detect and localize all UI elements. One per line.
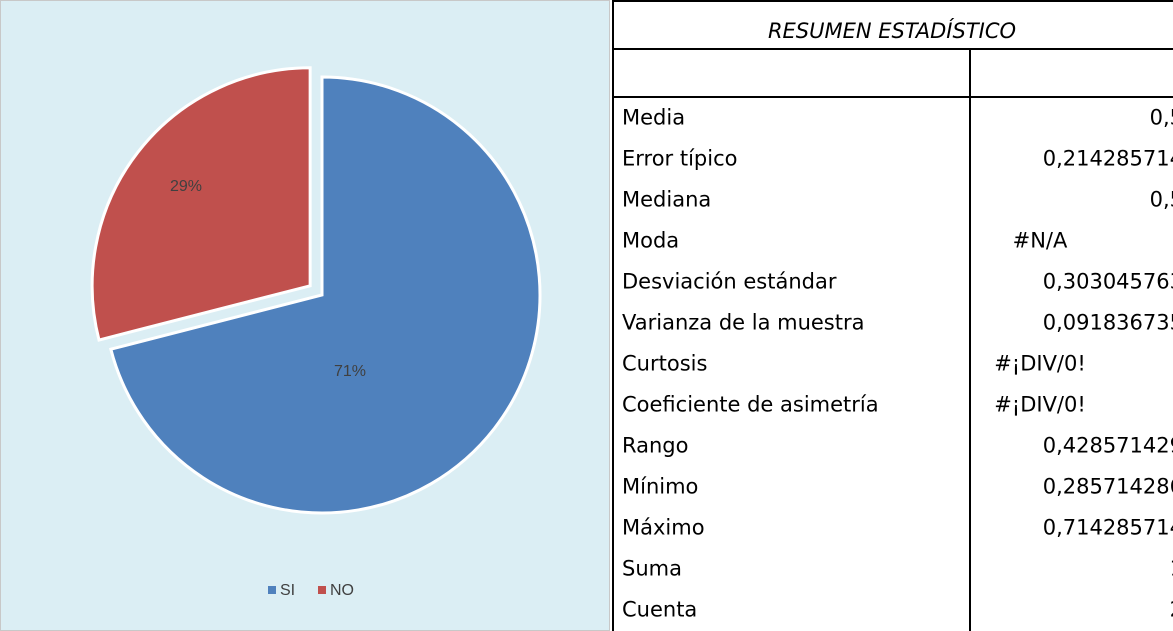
pie-slice [109, 75, 542, 515]
row-value: 1 [1170, 557, 1173, 581]
row-label: Suma [622, 557, 682, 581]
row-label: Moda [622, 229, 679, 253]
row-label: Rango [622, 434, 689, 458]
row-value: 0,091836735 [1043, 311, 1173, 335]
pie-chart: 71% 29% SI NO [90, 66, 542, 599]
legend-label: SI [280, 582, 295, 599]
row-value: 0,303045763 [1043, 270, 1173, 294]
row-value: 0,714285714 [1043, 516, 1173, 540]
table: RESUMEN ESTADÍSTICO Media 0,5 Error típico… [612, 0, 1173, 631]
row-label: Media [622, 106, 685, 130]
row-label: Coeficiente de asimetría [622, 393, 879, 417]
row-label: Error típico [622, 147, 738, 171]
table-title: RESUMEN ESTADÍSTICO [768, 18, 1016, 43]
row-value: 2 [1170, 598, 1173, 622]
data-label: 29% [170, 178, 202, 195]
row-label: Máximo [622, 516, 705, 540]
row-value: #¡DIV/0! [994, 352, 1086, 376]
data-label: 71% [334, 363, 366, 380]
row-label: Cuenta [622, 598, 697, 622]
row-label: Varianza de la muestra [622, 311, 864, 335]
row-value: 0,5 [1150, 188, 1173, 212]
row-label: Desviación estándar [622, 270, 837, 294]
legend-swatch [318, 586, 326, 594]
legend-label: NO [330, 582, 354, 599]
row-value: #N/A [1013, 229, 1068, 253]
row-value: 0,5 [1150, 106, 1173, 130]
row-label: Mediana [622, 188, 711, 212]
row-label: Mínimo [622, 475, 698, 499]
row-label: Curtosis [622, 352, 707, 376]
row-value: 0,428571429 [1043, 434, 1173, 458]
row-value: 0,214285714 [1043, 147, 1173, 171]
legend-swatch [268, 586, 276, 594]
row-value: 0,285714286 [1043, 475, 1173, 499]
row-value: #¡DIV/0! [994, 393, 1086, 417]
pie-slice [90, 66, 312, 342]
